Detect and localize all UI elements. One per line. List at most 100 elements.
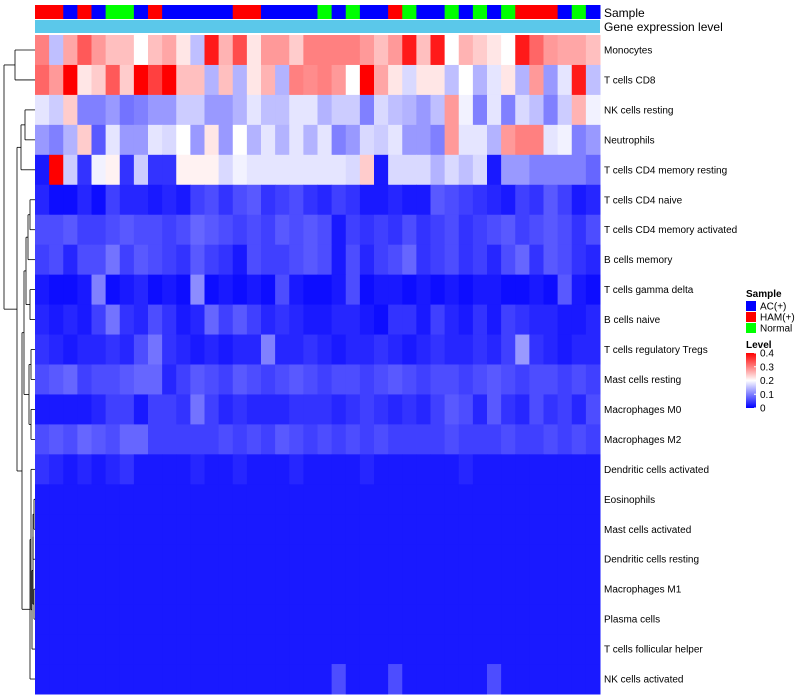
heatmap-cell	[77, 664, 92, 695]
row-label: Macrophages M2	[604, 435, 682, 446]
heatmap-cell	[63, 154, 78, 186]
heatmap-cell	[571, 634, 587, 665]
heatmap-cell	[77, 514, 92, 545]
heatmap-cell	[529, 394, 544, 425]
heatmap-cell	[543, 454, 559, 485]
heatmap-cell	[458, 364, 474, 395]
heatmap-cell	[77, 94, 92, 126]
heatmap-cell	[472, 574, 488, 605]
heatmap-cell	[515, 544, 530, 575]
heatmap-cell	[345, 154, 361, 186]
heatmap-cell	[515, 214, 530, 246]
heatmap-cell	[388, 544, 403, 575]
heatmap-cell	[133, 35, 149, 66]
heatmap-cell	[289, 604, 304, 635]
heatmap-cell	[246, 454, 262, 485]
heatmap-cell	[91, 574, 107, 605]
heatmap-cell	[430, 634, 446, 665]
sample-annotation-cell	[204, 5, 220, 19]
legend-group-label: Normal	[760, 324, 792, 335]
heatmap-cell	[458, 304, 474, 336]
heatmap-cell	[91, 604, 107, 635]
heatmap-cell	[133, 484, 149, 515]
heatmap-cell	[232, 604, 248, 635]
heatmap-cell	[275, 304, 290, 336]
heatmap-cell	[77, 214, 92, 246]
heatmap-cell	[501, 64, 516, 96]
heatmap-cell	[374, 544, 389, 575]
heatmap-cell	[374, 244, 389, 276]
heatmap-cell	[91, 424, 107, 455]
heatmap-cell	[416, 64, 431, 96]
heatmap-cell	[388, 184, 403, 216]
heatmap-cell	[487, 94, 502, 126]
heatmap-cell	[317, 124, 333, 156]
heatmap-cell	[63, 424, 78, 455]
row-label: Mast cells activated	[604, 525, 691, 536]
heatmap-cell	[190, 304, 205, 336]
heatmap-cell	[218, 394, 234, 425]
heatmap-cell	[176, 184, 191, 216]
heatmap-cell	[388, 214, 403, 246]
row-label: NK cells activated	[604, 675, 683, 686]
gene-expression-annotation-bar	[35, 20, 600, 33]
heatmap-cell	[63, 544, 78, 575]
heatmap-cell	[176, 244, 191, 276]
heatmap-cell	[402, 454, 417, 485]
heatmap-cell	[331, 304, 347, 336]
heatmap-cell	[430, 664, 446, 695]
heatmap-cell	[246, 574, 262, 605]
heatmap-cell	[261, 334, 276, 365]
heatmap-cell	[529, 634, 544, 665]
heatmap-cell	[359, 244, 375, 276]
heatmap-cell	[374, 604, 389, 635]
heatmap-cell	[331, 244, 347, 276]
heatmap-cell	[331, 454, 347, 485]
heatmap-cell	[345, 604, 361, 635]
heatmap-cell	[317, 604, 333, 635]
heatmap-cell	[49, 334, 64, 365]
heatmap-cell	[515, 424, 530, 455]
heatmap-cell	[359, 364, 375, 395]
heatmap-cell	[275, 244, 290, 276]
heatmap-cell	[585, 304, 601, 336]
heatmap-cell	[430, 214, 446, 246]
heatmap-cell	[501, 664, 516, 695]
heatmap-cell	[35, 64, 50, 96]
heatmap-cell	[105, 94, 121, 126]
heatmap-cell	[317, 514, 333, 545]
sample-annotation-cell	[261, 5, 276, 19]
heatmap-cell	[303, 424, 318, 455]
heatmap-cell	[190, 364, 205, 395]
heatmap-cell	[289, 154, 304, 186]
heatmap-cell	[232, 514, 248, 545]
heatmap-cell	[557, 424, 573, 455]
heatmap-cell	[77, 394, 92, 425]
heatmap-cell	[77, 64, 92, 96]
heatmap-cell	[232, 544, 248, 575]
heatmap-cell	[557, 664, 573, 695]
heatmap-cell	[148, 184, 163, 216]
heatmap-cell	[105, 544, 121, 575]
heatmap-cell	[190, 244, 205, 276]
heatmap-cell	[63, 484, 78, 515]
heatmap-cell	[190, 154, 205, 186]
heatmap-cell	[190, 124, 205, 156]
heatmap-cell	[543, 124, 559, 156]
heatmap-cell	[529, 484, 544, 515]
heatmap-cell	[374, 424, 389, 455]
heatmap-cell	[133, 364, 149, 395]
heatmap-cell	[331, 154, 347, 186]
heatmap-cell	[529, 94, 544, 126]
heatmap-cell	[345, 424, 361, 455]
heatmap-cell	[162, 514, 177, 545]
heatmap-cell	[472, 484, 488, 515]
heatmap-cell	[402, 64, 417, 96]
heatmap-cell	[261, 664, 276, 695]
heatmap-cell	[232, 124, 248, 156]
sample-annotation-cell	[162, 5, 177, 19]
heatmap-cell	[430, 244, 446, 276]
heatmap-cell	[232, 364, 248, 395]
heatmap-cell	[133, 574, 149, 605]
heatmap-cell	[148, 484, 163, 515]
